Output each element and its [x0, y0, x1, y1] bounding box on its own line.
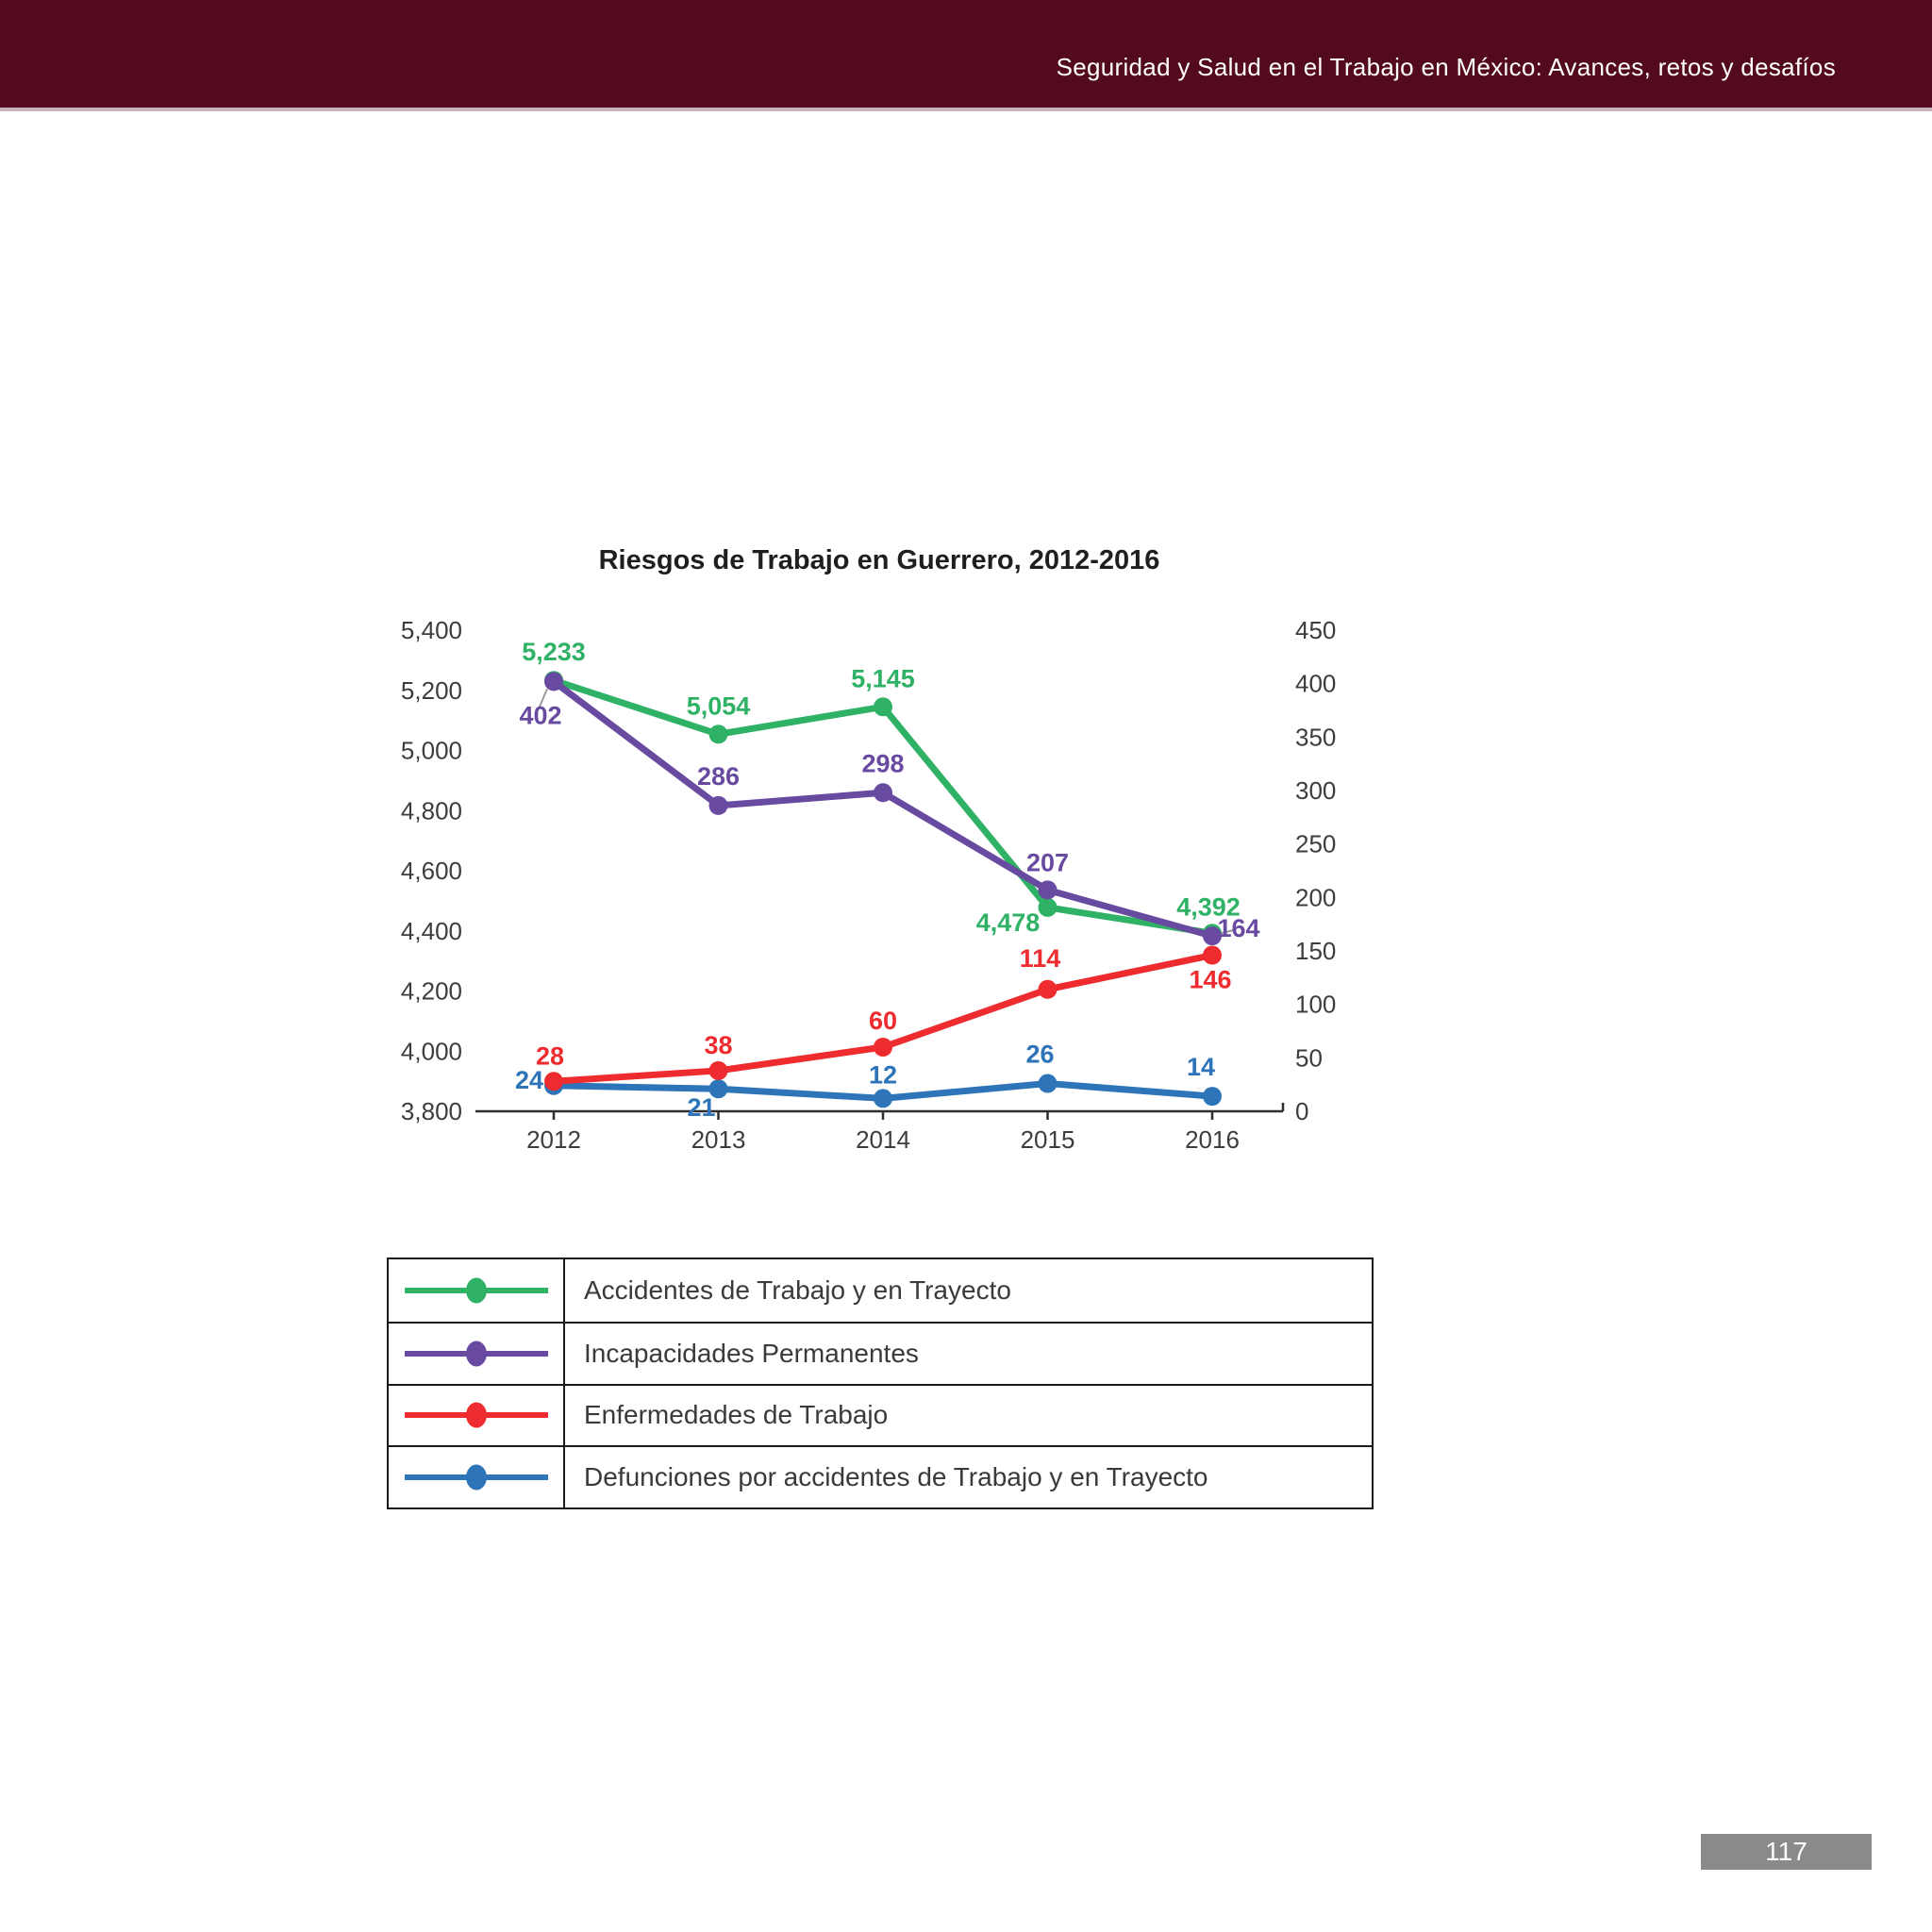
data-value-label: 14: [1187, 1053, 1215, 1081]
legend-swatch: [389, 1259, 565, 1322]
chart-title: Riesgos de Trabajo en Guerrero, 2012-201…: [598, 545, 1160, 575]
series-point: [544, 672, 563, 691]
chart-legend: Accidentes de Trabajo y en Trayecto Incap…: [387, 1257, 1374, 1509]
right-axis-tick-label: 400: [1295, 670, 1336, 698]
label-leader-line: [538, 689, 548, 709]
header-title: Seguridad y Salud en el Trabajo en Méxic…: [1056, 52, 1836, 81]
legend-row: Defunciones por accidentes de Trabajo y …: [389, 1445, 1372, 1507]
series-point: [1038, 979, 1058, 999]
legend-swatch: [389, 1447, 565, 1507]
left-axis-tick-label: 4,600: [401, 857, 462, 885]
series-point: [874, 1089, 892, 1108]
data-value-label: 146: [1189, 966, 1231, 994]
data-value-label: 12: [869, 1060, 897, 1089]
data-value-label: 21: [687, 1093, 715, 1122]
series-point: [708, 1060, 728, 1080]
right-axis-tick-label: 250: [1295, 830, 1336, 858]
left-axis-tick-label: 4,800: [401, 796, 462, 824]
series-point: [708, 724, 728, 744]
right-axis-tick-label: 350: [1295, 723, 1336, 751]
series-line: [550, 676, 1216, 937]
line-chart: 5,400 5,200 5,000 4,800 4,600 4,400 4,200 4,000…: [401, 616, 1336, 1154]
legend-label: Defunciones por accidentes de Trabajo y …: [584, 1462, 1208, 1492]
series-point: [708, 1079, 728, 1099]
x-axis-category-label: 2016: [1185, 1125, 1240, 1154]
right-axis-tick-label: 450: [1295, 616, 1336, 644]
legend-label: Accidentes de Trabajo y en Trayecto: [584, 1274, 1011, 1305]
page-number-badge: 117: [1701, 1834, 1872, 1870]
data-value-label: 286: [697, 762, 740, 791]
left-axis-tick-label: 5,400: [401, 616, 462, 644]
series-point: [1038, 1074, 1058, 1093]
data-value-label: 38: [704, 1031, 732, 1059]
x-axis-category-label: 2012: [526, 1125, 581, 1154]
left-axis-tick-label: 5,200: [401, 676, 462, 705]
data-value-label: 298: [861, 749, 904, 777]
right-axis-tick-label: 50: [1295, 1043, 1323, 1072]
data-value-label: 5,054: [687, 691, 751, 720]
left-axis-tick-label: 3,800: [401, 1097, 462, 1125]
series-point: [874, 697, 892, 717]
data-value-label: 26: [1025, 1041, 1054, 1069]
data-value-label: 60: [869, 1007, 897, 1035]
legend-swatch: [389, 1323, 565, 1384]
x-axis-category-label: 2013: [691, 1125, 746, 1154]
data-value-label: 24: [515, 1066, 543, 1094]
page-number: 117: [1765, 1837, 1807, 1866]
series-point: [708, 795, 728, 815]
series-point: [1203, 1087, 1222, 1107]
legend-label: Enfermedades de Trabajo: [584, 1400, 889, 1430]
left-axis-tick-label: 5,000: [401, 737, 462, 765]
right-axis-tick-label: 300: [1295, 776, 1336, 805]
left-axis-tick-label: 4,200: [401, 977, 462, 1006]
x-axis-category-label: 2014: [856, 1125, 910, 1154]
legend-row: Enfermedades de Trabajo: [389, 1383, 1372, 1446]
data-value-label: 207: [1026, 848, 1069, 876]
data-value-label: 5,145: [851, 664, 915, 692]
series-line: [550, 677, 1216, 940]
left-axis-tick-label: 4,000: [401, 1037, 462, 1065]
right-axis-tick-label: 150: [1295, 937, 1336, 965]
legend-line-marker-icon: [404, 1341, 548, 1367]
legend-label: Incapacidades Permanentes: [584, 1338, 919, 1368]
data-value-label: 4,478: [976, 908, 1041, 937]
series-point: [1038, 880, 1058, 900]
series-point: [1203, 945, 1222, 965]
right-axis-tick-label: 200: [1295, 883, 1336, 911]
x-axis-category-label: 2015: [1021, 1125, 1075, 1154]
data-value-label: 4,392: [1176, 892, 1241, 921]
series-point: [874, 783, 892, 803]
data-value-label: 114: [1020, 944, 1061, 973]
data-value-label: 164: [1217, 914, 1259, 942]
legend-swatch: [389, 1385, 565, 1446]
series-point: [1038, 897, 1058, 917]
label-leader-line: [1221, 929, 1234, 935]
series-point: [874, 1038, 892, 1057]
data-value-label: 5,233: [522, 638, 586, 666]
legend-line-marker-icon: [404, 1464, 548, 1491]
right-axis-tick-label: 0: [1295, 1097, 1308, 1125]
data-value-label: 402: [519, 701, 561, 729]
series-point: [544, 1072, 563, 1091]
left-axis-tick-label: 4,400: [401, 917, 462, 945]
right-axis-tick-label: 100: [1295, 991, 1336, 1019]
legend-row: Incapacidades Permanentes: [389, 1321, 1372, 1384]
header-bar: Seguridad y Salud en el Trabajo en Méxic…: [0, 0, 1932, 111]
data-value-label: 28: [536, 1041, 564, 1070]
series-point: [1203, 926, 1222, 946]
legend-line-marker-icon: [404, 1402, 548, 1428]
legend-row: Accidentes de Trabajo y en Trayecto: [389, 1259, 1372, 1322]
legend-line-marker-icon: [404, 1277, 548, 1304]
